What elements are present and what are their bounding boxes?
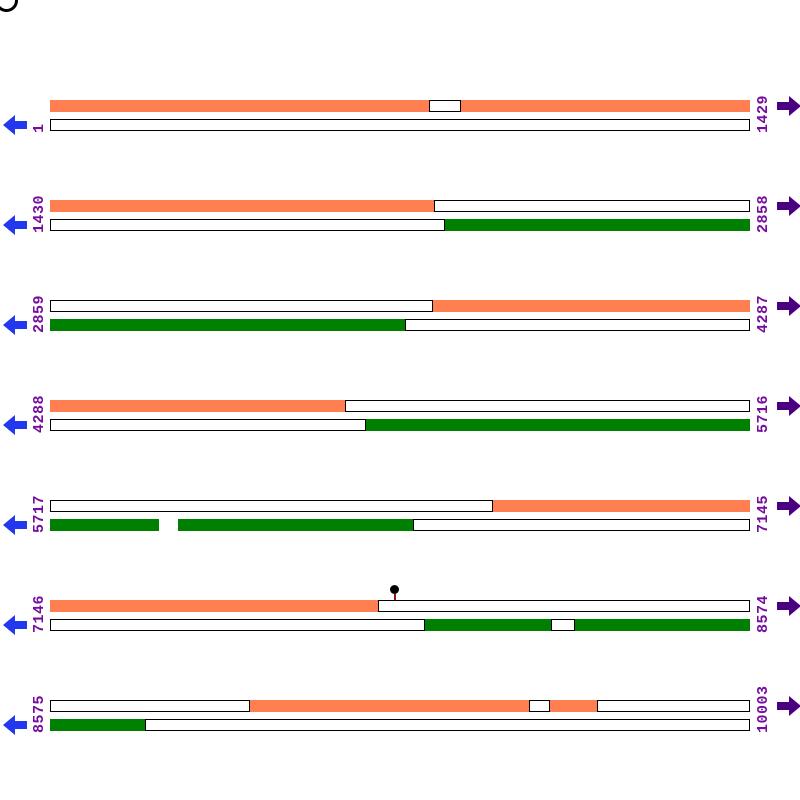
- forward-feature-segment: [50, 600, 378, 612]
- empty-track-box: [413, 519, 750, 531]
- reverse-feature-segment: [50, 719, 145, 731]
- end-coordinate-label: 4287: [755, 294, 772, 333]
- start-coordinate-label: 4288: [31, 394, 48, 433]
- reverse-strand-arrow-icon[interactable]: [3, 315, 27, 340]
- start-coordinate-label: 5717: [31, 494, 48, 533]
- reverse-feature-segment: [366, 419, 750, 431]
- end-coordinate-label: 10003: [755, 685, 772, 733]
- forward-feature-segment: [550, 700, 597, 712]
- start-coordinate-label: 7146: [31, 594, 48, 633]
- forward-strand-arrow-icon[interactable]: [777, 496, 800, 521]
- empty-track-box: [50, 219, 445, 231]
- feature-gap-box: [529, 700, 550, 712]
- marker-dot: [390, 585, 399, 594]
- start-coordinate-label: 1430: [31, 194, 48, 233]
- empty-track-box: [50, 300, 433, 312]
- end-coordinate-label: 7145: [755, 494, 772, 533]
- end-coordinate-label: 1429: [755, 94, 772, 133]
- forward-strand-arrow-icon[interactable]: [777, 96, 800, 121]
- reverse-strand-arrow-icon[interactable]: [3, 215, 27, 240]
- feature-gap-box: [429, 100, 461, 112]
- reverse-feature-segment: [575, 619, 750, 631]
- empty-track-box: [50, 700, 250, 712]
- forward-strand-arrow-icon[interactable]: [777, 296, 800, 321]
- empty-track-box: [145, 719, 750, 731]
- forward-strand-arrow-icon[interactable]: [777, 396, 800, 421]
- reverse-strand-arrow-icon[interactable]: [3, 115, 27, 140]
- forward-feature-segment: [493, 500, 750, 512]
- reverse-feature-segment: [178, 519, 413, 531]
- reverse-feature-segment: [425, 619, 551, 631]
- end-coordinate-label: 2858: [755, 194, 772, 233]
- empty-track-box: [434, 200, 750, 212]
- forward-feature-segment: [50, 400, 345, 412]
- marker-stem: [393, 594, 396, 600]
- reverse-feature-segment: [445, 219, 750, 231]
- start-coordinate-label: 8575: [31, 694, 48, 733]
- reverse-strand-arrow-icon[interactable]: [3, 415, 27, 440]
- empty-track-box: [50, 419, 366, 431]
- forward-strand-arrow-icon[interactable]: [777, 596, 800, 621]
- start-coordinate-label: 1: [31, 123, 48, 133]
- forward-strand-arrow-icon[interactable]: [777, 696, 800, 721]
- empty-track-box: [50, 500, 493, 512]
- start-coordinate-label: 2859: [31, 294, 48, 333]
- reverse-feature-segment: [50, 519, 159, 531]
- reverse-strand-arrow-icon[interactable]: [3, 715, 27, 740]
- forward-strand-arrow-icon[interactable]: [777, 196, 800, 221]
- end-coordinate-label: 5716: [755, 394, 772, 433]
- reverse-strand-arrow-icon[interactable]: [3, 615, 27, 640]
- empty-track-box: [50, 619, 425, 631]
- empty-track-box: [345, 400, 750, 412]
- forward-feature-segment: [461, 100, 750, 112]
- empty-track-box: [50, 119, 750, 131]
- reverse-strand-arrow-icon[interactable]: [3, 515, 27, 540]
- end-coordinate-label: 8574: [755, 594, 772, 633]
- empty-track-box: [597, 700, 750, 712]
- feature-gap-box: [551, 619, 575, 631]
- forward-feature-segment: [50, 200, 434, 212]
- reverse-feature-segment: [50, 319, 405, 331]
- forward-feature-segment: [50, 100, 429, 112]
- corner-artifact-glyph: [0, 0, 18, 12]
- forward-feature-segment: [250, 700, 529, 712]
- empty-track-box: [405, 319, 750, 331]
- empty-track-box: [378, 600, 750, 612]
- forward-feature-segment: [433, 300, 750, 312]
